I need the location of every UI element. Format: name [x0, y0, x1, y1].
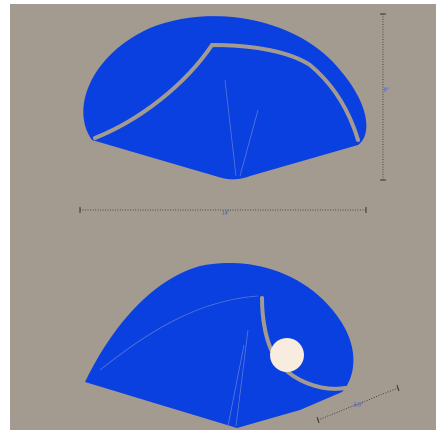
height-dimension: 8"	[380, 13, 389, 181]
tent-angled-view	[85, 263, 354, 428]
height-label: 8"	[384, 87, 389, 93]
depth-label: 5.5"	[354, 402, 363, 408]
width-label: 14"	[222, 210, 230, 216]
tent-front-view	[83, 16, 367, 180]
window	[270, 338, 304, 372]
depth-dimension: 5.5"	[316, 384, 400, 424]
width-dimension: 14"	[79, 207, 367, 216]
